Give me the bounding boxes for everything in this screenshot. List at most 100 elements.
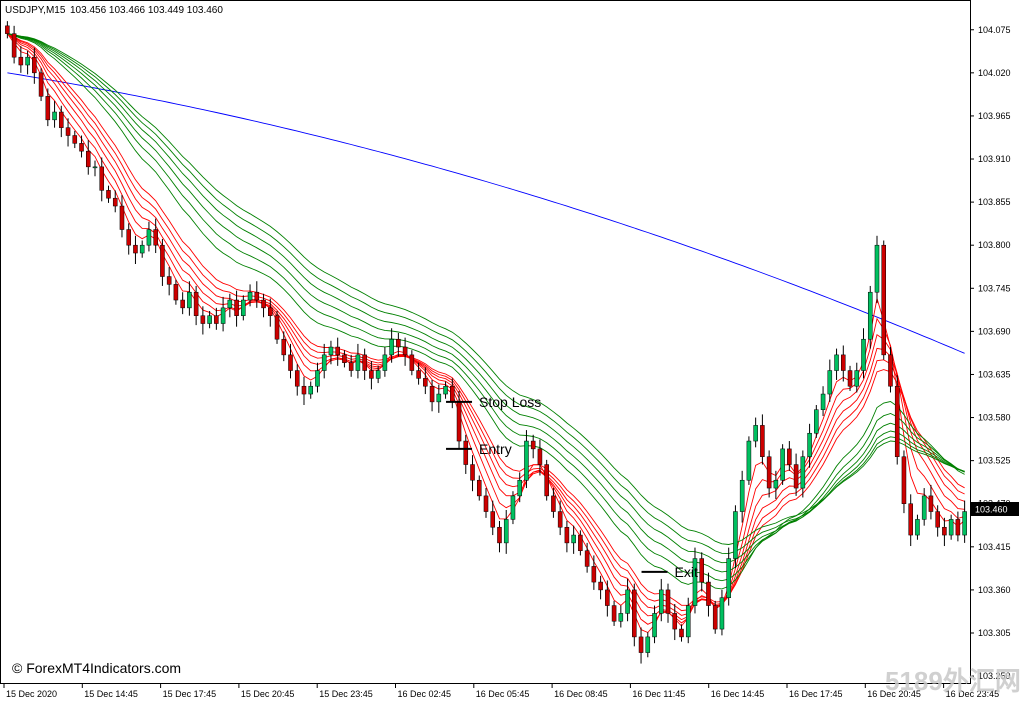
x-tick-label: 15 Dec 23:45 <box>319 689 373 699</box>
candle-body <box>85 150 91 168</box>
candle-body <box>281 338 287 356</box>
y-tick-label: 103.580 <box>978 413 1011 423</box>
ohlc-values: 103.456 103.466 103.449 103.460 <box>70 5 223 16</box>
candle-body <box>476 479 482 497</box>
current-price-box <box>971 502 1019 516</box>
plot-frame <box>0 0 971 684</box>
candle-body <box>841 354 846 371</box>
candle-body <box>59 111 64 128</box>
candle-body <box>692 558 698 606</box>
candle-body <box>119 205 125 230</box>
candle-body <box>672 613 678 630</box>
candle-body <box>706 581 711 606</box>
y-tick-label: 103.250 <box>978 671 1011 681</box>
candle-body <box>726 558 731 598</box>
candle-body <box>524 440 529 481</box>
annotation-label: Entry <box>479 441 512 457</box>
candle-body <box>874 244 880 293</box>
candle-body <box>915 519 920 536</box>
x-tick-label: 15 Dec 2020 <box>6 689 57 699</box>
candle-body <box>45 96 51 121</box>
candle-body <box>112 197 118 207</box>
y-tick-label: 103.635 <box>978 369 1011 379</box>
candle-body <box>544 464 549 497</box>
candle-body <box>948 519 954 536</box>
candle-body <box>32 56 37 74</box>
candle-body <box>888 354 893 387</box>
y-tick-label: 104.075 <box>978 25 1011 35</box>
candle-body <box>712 605 718 630</box>
candle-body <box>294 370 300 387</box>
candle-body <box>685 605 691 638</box>
ma-line-11 <box>7 33 965 555</box>
candle-body <box>227 299 233 309</box>
candle-body <box>834 354 839 371</box>
candle-body <box>814 409 819 434</box>
candle-body <box>955 519 961 536</box>
candle-body <box>450 385 455 403</box>
ma-line-8 <box>7 33 965 582</box>
candle-body <box>193 291 199 316</box>
candle-body <box>288 354 293 371</box>
candle-body <box>241 299 246 316</box>
candle-body <box>382 354 388 371</box>
candle-body <box>126 229 131 246</box>
x-tick-label: 16 Dec 17:45 <box>789 689 843 699</box>
candle-body <box>739 479 745 512</box>
symbol-label: USDJPY,M15 <box>5 5 66 16</box>
site-logo: 5189外汇网 <box>885 666 1021 696</box>
x-tick-label: 15 Dec 20:45 <box>241 689 295 699</box>
ma-line-6 <box>7 33 965 606</box>
candle-body <box>962 511 967 536</box>
candle-body <box>187 291 192 309</box>
y-tick-label: 103.910 <box>978 154 1011 164</box>
candle-body <box>679 628 684 638</box>
candle-body <box>200 315 206 324</box>
candle-body <box>800 456 806 489</box>
y-tick-label: 104.020 <box>978 68 1011 78</box>
candle-body <box>308 385 313 395</box>
candle-body <box>820 393 826 410</box>
candle-body <box>733 511 738 559</box>
candle-body <box>315 370 320 387</box>
y-tick-label: 103.360 <box>978 585 1011 595</box>
candle-body <box>99 166 105 191</box>
candle-body <box>18 56 24 66</box>
candle-body <box>557 511 563 528</box>
candle-body <box>605 589 610 606</box>
candle-body <box>79 143 84 152</box>
candle-body <box>921 495 927 520</box>
candle-body <box>827 370 833 395</box>
x-tick-label: 16 Dec 11:45 <box>632 689 685 699</box>
annotation-label: Stop Loss <box>479 394 541 410</box>
x-tick-label: 16 Dec 08:45 <box>554 689 608 699</box>
candle-body <box>207 315 212 324</box>
candle-body <box>436 393 442 403</box>
candle-body <box>894 385 900 457</box>
candles-layer <box>5 21 967 664</box>
moving-average-layer <box>7 33 965 634</box>
x-tick-label: 15 Dec 17:45 <box>163 689 217 699</box>
candle-body <box>760 425 765 457</box>
x-tick-label: 16 Dec 05:45 <box>476 689 530 699</box>
candle-body <box>369 370 374 379</box>
y-tick-label: 103.855 <box>978 197 1011 207</box>
candle-body <box>591 566 597 583</box>
candle-body <box>793 464 799 489</box>
candle-body <box>867 291 873 340</box>
candle-body <box>11 33 17 58</box>
candle-body <box>342 354 347 363</box>
candle-body <box>220 307 226 324</box>
candle-body <box>881 244 887 356</box>
x-tick-label: 16 Dec 14:45 <box>711 689 765 699</box>
candle-body <box>719 597 725 630</box>
candle-body <box>807 432 812 457</box>
candle-body <box>854 370 860 387</box>
candle-body <box>335 346 340 356</box>
candle-body <box>214 315 219 324</box>
candle-body <box>780 448 785 481</box>
candle-body <box>530 440 536 450</box>
candle-body <box>443 385 448 395</box>
